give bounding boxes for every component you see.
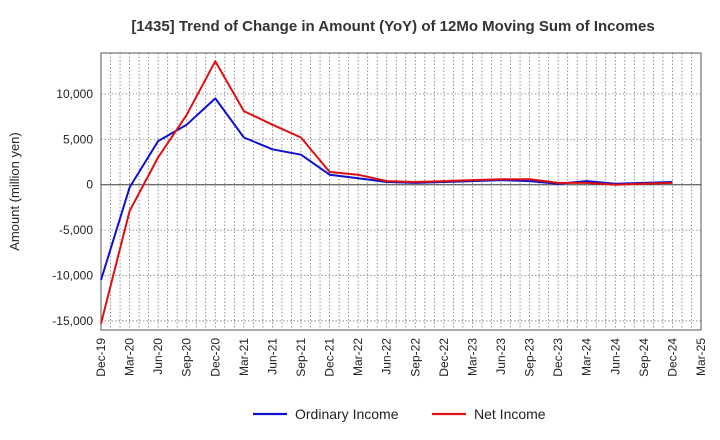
x-tick-label: Dec-20 bbox=[208, 338, 222, 377]
legend: Ordinary Income Net Income bbox=[253, 406, 546, 422]
y-tick-label: -15,000 bbox=[52, 314, 93, 328]
y-axis: 10,000 5,000 0 -5,000 -10,000 -15,000 bbox=[52, 87, 93, 328]
x-tick-label: Jun-23 bbox=[494, 338, 508, 375]
x-tick-label: Mar-24 bbox=[580, 338, 594, 376]
x-tick-label: Sep-22 bbox=[408, 338, 422, 377]
x-tick-label: Jun-22 bbox=[380, 338, 394, 375]
x-tick-label: Jun-21 bbox=[265, 338, 279, 375]
y-tick-label: 0 bbox=[86, 178, 93, 192]
y-tick-label: -10,000 bbox=[52, 269, 93, 283]
series-line-net-income bbox=[100, 60, 673, 324]
y-tick-label: -5,000 bbox=[59, 223, 93, 237]
x-tick-label: Dec-24 bbox=[665, 338, 679, 377]
chart-title: [1435] Trend of Change in Amount (YoY) o… bbox=[131, 18, 654, 35]
x-tick-label: Dec-22 bbox=[437, 338, 451, 377]
legend-label-ordinary-income: Ordinary Income bbox=[295, 406, 399, 422]
x-tick-label: Mar-25 bbox=[694, 338, 708, 376]
x-tick-label: Jun-20 bbox=[151, 338, 165, 375]
x-tick-label: Sep-20 bbox=[180, 338, 194, 377]
x-tick-label: Sep-24 bbox=[637, 338, 651, 377]
x-tick-label: Sep-23 bbox=[523, 338, 537, 377]
series-group bbox=[100, 60, 673, 324]
x-tick-label: Mar-22 bbox=[351, 338, 365, 376]
x-tick-label: Mar-20 bbox=[123, 338, 137, 376]
y-axis-label: Amount (million yen) bbox=[7, 132, 22, 251]
x-tick-label: Jun-24 bbox=[608, 338, 622, 375]
x-tick-label: Mar-21 bbox=[237, 338, 251, 376]
x-tick-label: Dec-19 bbox=[94, 338, 108, 377]
x-tick-label: Sep-21 bbox=[294, 338, 308, 377]
y-tick-label: 10,000 bbox=[56, 87, 93, 101]
x-tick-label: Dec-23 bbox=[551, 338, 565, 377]
x-tick-label: Mar-23 bbox=[465, 338, 479, 376]
x-tick-label: Dec-21 bbox=[323, 338, 337, 377]
x-axis: Dec-19 Mar-20 Jun-20 Sep-20 Dec-20 Mar-21 Jun-… bbox=[94, 338, 708, 377]
y-tick-label: 5,000 bbox=[63, 132, 93, 146]
plot-area bbox=[100, 52, 702, 331]
grid bbox=[100, 53, 701, 330]
legend-label-net-income: Net Income bbox=[474, 406, 546, 422]
